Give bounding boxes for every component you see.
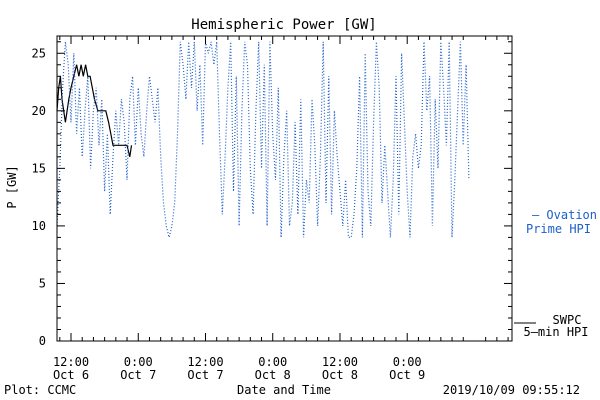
y-tick-label-20: 20 bbox=[32, 104, 46, 118]
series-line-swpc bbox=[56, 64, 133, 157]
x-tick-label-time-2: 12:00 bbox=[187, 355, 223, 369]
x-tick-label-time-1: 0:00 bbox=[124, 355, 153, 369]
x-tick-label-date-3: Oct 8 bbox=[255, 368, 291, 382]
x-axis-label: Date and Time bbox=[237, 383, 331, 397]
timestamp: 2019/10/09 09:55:12 bbox=[443, 383, 580, 397]
legend-ovation-line1: — Ovation bbox=[532, 208, 597, 222]
x-tick-label-time-5: 0:00 bbox=[393, 355, 422, 369]
legend-swpc-line1: SWPC bbox=[553, 313, 582, 327]
y-tick-label-5: 5 bbox=[39, 276, 46, 290]
plot-frame bbox=[56, 35, 513, 342]
y-axis-label: P [GW] bbox=[5, 165, 19, 208]
x-tick-label-date-0: Oct 6 bbox=[53, 368, 89, 382]
plot-credit: Plot: CCMC bbox=[4, 383, 76, 397]
x-tick-label-time-3: 0:00 bbox=[258, 355, 287, 369]
y-tick-label-10: 10 bbox=[32, 219, 46, 233]
x-tick-label-date-5: Oct 9 bbox=[389, 368, 425, 382]
series-line-ovation bbox=[56, 41, 470, 238]
legend-swpc-line2: 5–min HPI bbox=[523, 325, 588, 339]
x-tick-label-date-2: Oct 7 bbox=[187, 368, 223, 382]
x-tick-label-time-0: 12:00 bbox=[53, 355, 89, 369]
x-tick-label-date-1: Oct 7 bbox=[120, 368, 156, 382]
x-tick-label-time-4: 12:00 bbox=[322, 355, 358, 369]
x-tick-label-date-4: Oct 8 bbox=[322, 368, 358, 382]
legend: — Ovation Prime HPI SWPC 5–min HPI bbox=[514, 208, 597, 339]
legend-ovation-line2: Prime HPI bbox=[526, 222, 591, 236]
chart-title: Hemispheric Power [GW] bbox=[191, 17, 376, 33]
y-tick-label-15: 15 bbox=[32, 161, 46, 175]
y-tick-label-25: 25 bbox=[32, 46, 46, 60]
y-tick-label-0: 0 bbox=[39, 334, 46, 348]
